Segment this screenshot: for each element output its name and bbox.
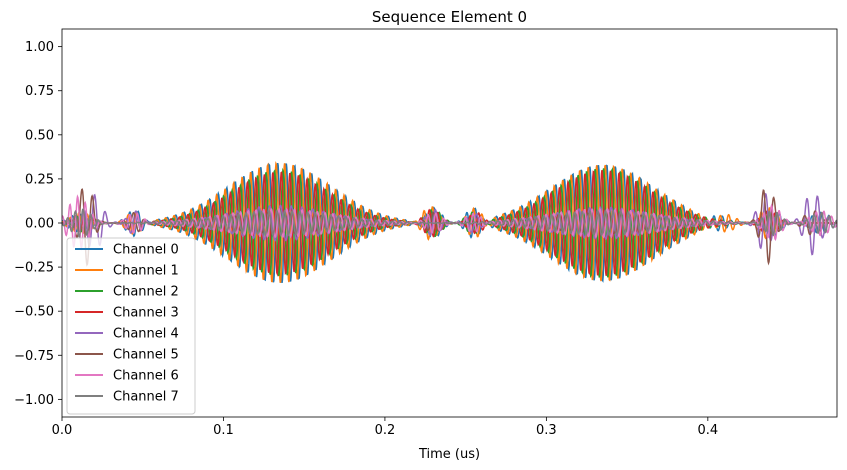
chart-title: Sequence Element 0 <box>372 8 527 26</box>
legend: Channel 0 Channel 1 Channel 2 Channel 3 Chan… <box>66 237 196 415</box>
legend-label: Channel 1 <box>113 264 179 279</box>
y-tick-label: −0.50 <box>14 305 54 320</box>
legend-label: Channel 2 <box>113 285 179 300</box>
x-axis: 0.0 0.1 0.2 0.3 0.4 <box>52 417 718 438</box>
legend-label: Channel 4 <box>113 327 179 342</box>
legend-label: Channel 3 <box>113 306 179 321</box>
legend-label: Channel 7 <box>113 390 179 405</box>
y-tick-label: −1.00 <box>14 393 54 408</box>
x-axis-label: Time (us) <box>418 447 480 462</box>
y-tick-label: 1.00 <box>25 40 54 55</box>
legend-box <box>66 237 196 415</box>
x-tick-label: 0.1 <box>213 423 234 438</box>
y-tick-label: 0.75 <box>25 84 54 99</box>
y-axis: −1.00 −0.75 −0.50 −0.25 0.00 0.25 0.50 0.75 1.00 <box>14 40 62 408</box>
series-layer <box>62 161 837 284</box>
y-tick-label: −0.75 <box>14 349 54 364</box>
legend-label: Channel 0 <box>113 243 179 258</box>
y-tick-label: 0.00 <box>25 217 54 232</box>
x-tick-label: 0.0 <box>52 423 73 438</box>
legend-label: Channel 6 <box>113 369 179 384</box>
x-tick-label: 0.4 <box>697 423 718 438</box>
y-tick-label: −0.25 <box>14 261 54 276</box>
series-line-channel-7 <box>62 207 837 239</box>
y-tick-label: 0.50 <box>25 128 54 143</box>
legend-label: Channel 5 <box>113 348 179 363</box>
x-tick-label: 0.3 <box>536 423 557 438</box>
x-tick-label: 0.2 <box>375 423 396 438</box>
y-tick-label: 0.25 <box>25 172 54 187</box>
